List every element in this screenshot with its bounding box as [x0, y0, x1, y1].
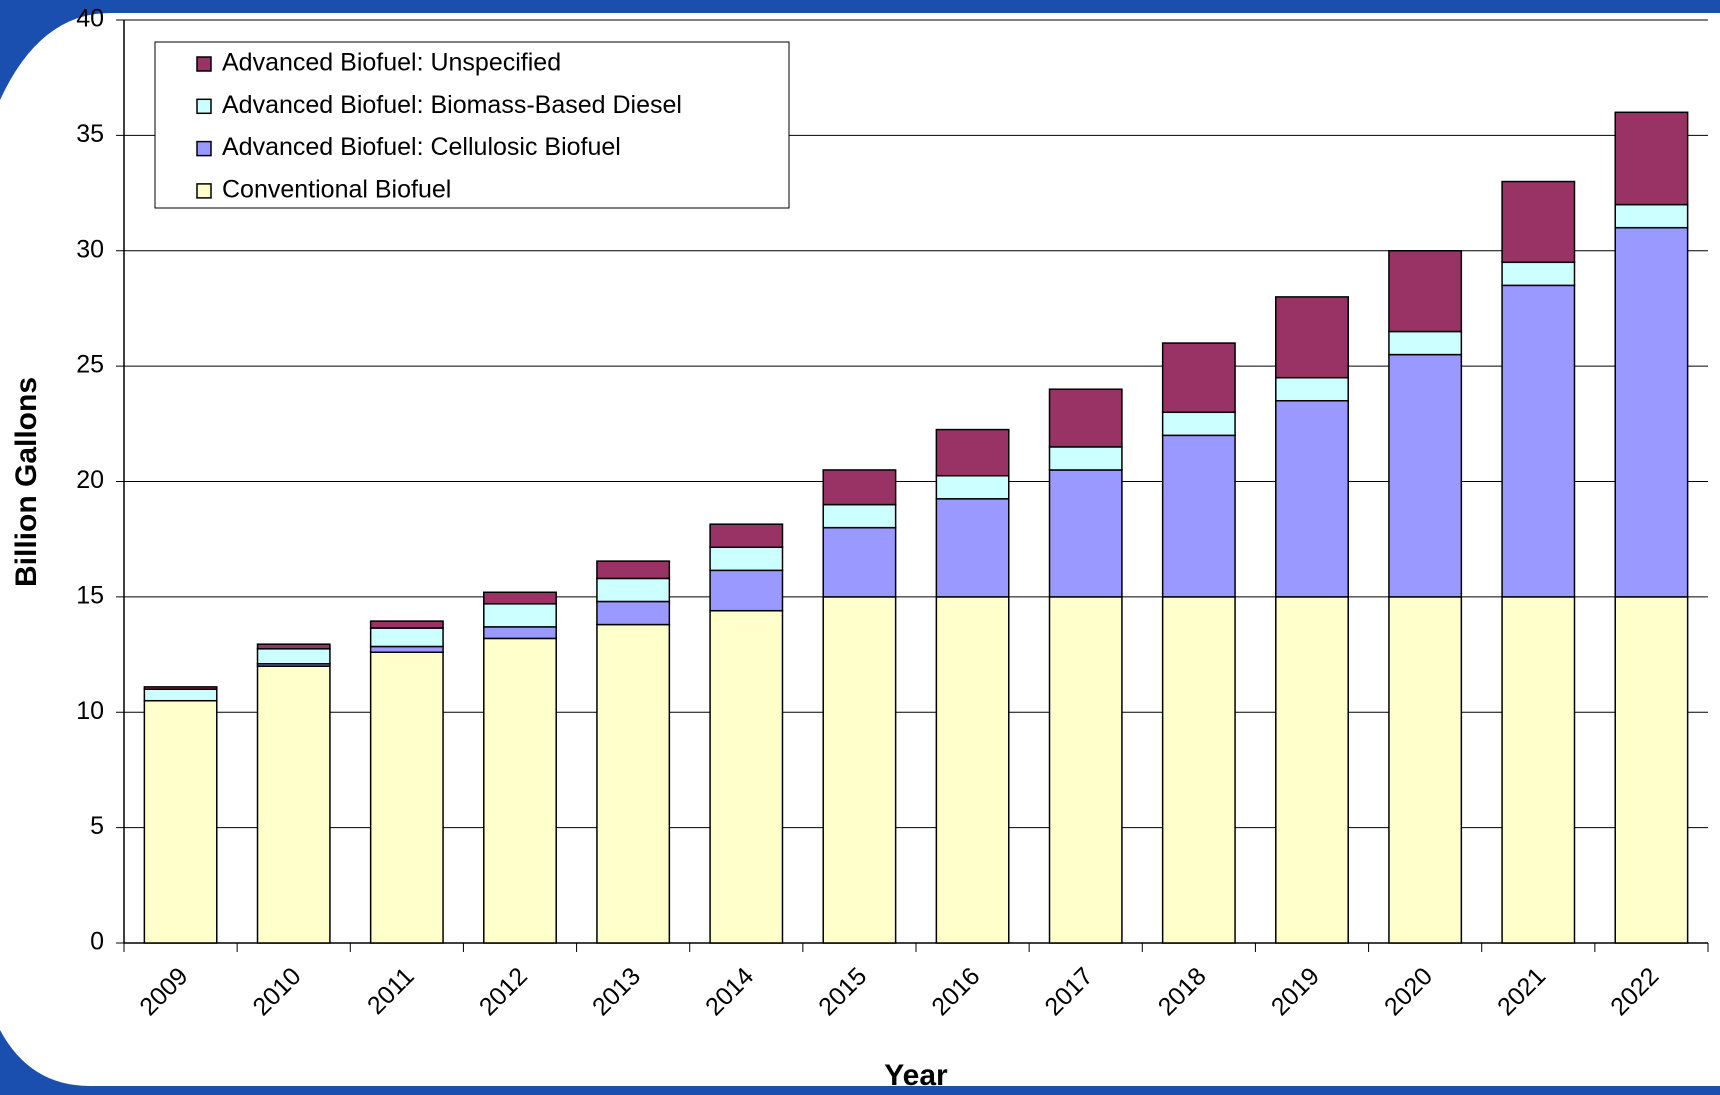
- legend-swatch: [196, 183, 212, 199]
- bar-segment: [369, 627, 444, 648]
- bar-segment: [1501, 284, 1576, 598]
- bar-segment: [143, 688, 218, 702]
- legend-swatch: [196, 56, 212, 72]
- bar-segment: [483, 637, 557, 944]
- bar-segment: [596, 577, 671, 603]
- x-axis-label: Year: [884, 1059, 948, 1092]
- bar-segment: [1614, 203, 1689, 229]
- bar-segment: [1501, 261, 1576, 287]
- bar-segment: [1614, 226, 1689, 598]
- bar-segment: [1275, 399, 1349, 598]
- bar-segment: [483, 591, 557, 605]
- bar-segment: [1161, 342, 1236, 414]
- legend-label: Conventional Biofuel: [222, 176, 451, 204]
- bar-segment: [1614, 596, 1689, 944]
- bar-segment: [935, 474, 1010, 500]
- bar-segment: [369, 620, 444, 629]
- bar-segment: [143, 699, 218, 944]
- bar-segment: [1048, 446, 1123, 471]
- legend-swatch: [196, 98, 212, 115]
- bar-segment: [256, 648, 331, 665]
- bar-segment: [1048, 469, 1123, 598]
- bar-segment: [1388, 596, 1463, 944]
- bar-segment: [1161, 411, 1236, 437]
- bar-segment: [709, 523, 784, 549]
- y-tick-label: 40: [76, 5, 104, 33]
- bar-segment: [1275, 596, 1349, 944]
- legend-swatch: [196, 140, 212, 157]
- bar-segment: [369, 651, 444, 944]
- bar-segment: [1275, 376, 1349, 402]
- bar-segment: [483, 626, 557, 640]
- bar-segment: [256, 665, 331, 944]
- bar-segment: [709, 609, 784, 944]
- y-axis-label: Billion Gallons: [10, 377, 43, 587]
- bar-segment: [256, 643, 331, 650]
- bar-segment: [1048, 388, 1123, 448]
- bar-segment: [1501, 180, 1576, 264]
- bar-segment: [1388, 353, 1463, 598]
- bar-segment: [1501, 596, 1576, 944]
- legend-label: Advanced Biofuel: Unspecified: [222, 49, 561, 77]
- bar-segment: [596, 623, 671, 944]
- legend-box: [154, 41, 790, 209]
- bar-segment: [1388, 330, 1463, 356]
- bar-segment: [1614, 111, 1689, 206]
- bar-segment: [1388, 250, 1463, 333]
- y-tick-label: 25: [76, 351, 104, 379]
- bar-segment: [1161, 596, 1236, 944]
- legend-label: Advanced Biofuel: Cellulosic Biofuel: [222, 133, 621, 161]
- y-tick-label: 0: [90, 928, 104, 956]
- bar-segment: [935, 428, 1010, 477]
- bar-segment: [596, 560, 671, 580]
- y-tick-label: 5: [90, 812, 104, 840]
- y-tick-label: 20: [76, 466, 104, 494]
- y-tick-label: 30: [76, 235, 104, 263]
- bar-segment: [822, 469, 897, 506]
- bar-segment: [822, 526, 897, 598]
- bar-segment: [935, 596, 1010, 944]
- y-tick-label: 10: [76, 697, 104, 725]
- bar-segment: [709, 546, 784, 572]
- bar-segment: [596, 600, 671, 626]
- bar-segment: [1161, 434, 1236, 598]
- legend-label: Advanced Biofuel: Biomass-Based Diesel: [222, 91, 682, 119]
- bar-segment: [483, 603, 557, 628]
- bar-segment: [822, 596, 897, 944]
- bar-segment: [1275, 296, 1349, 379]
- y-tick-label: 35: [76, 120, 104, 148]
- bar-segment: [143, 686, 218, 690]
- bar-segment: [822, 503, 897, 529]
- bar-segment: [935, 498, 1010, 598]
- bar-segment: [369, 645, 444, 654]
- bar-segment: [709, 569, 784, 612]
- bar-segment: [1048, 596, 1123, 944]
- y-tick-label: 15: [76, 581, 104, 609]
